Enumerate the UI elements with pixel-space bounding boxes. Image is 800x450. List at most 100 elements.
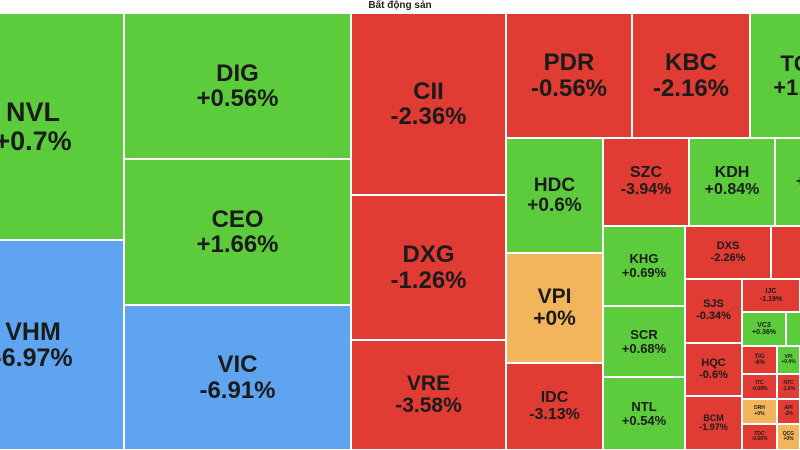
tile-ticker: KBC	[665, 49, 717, 77]
tile-ticker: QCG	[782, 430, 795, 437]
tile-ticker: TDC	[754, 430, 765, 437]
treemap-tile[interactable]: HQC -0.6%	[685, 343, 742, 396]
tile-ticker: PDR	[543, 49, 595, 77]
tile-change: +0%	[754, 410, 765, 417]
treemap-tile[interactable]: SJS -0.34%	[685, 279, 742, 343]
tile-change: -0.6%	[699, 368, 728, 381]
treemap-tile[interactable]: VHM -6.97%	[0, 240, 124, 450]
treemap-tile[interactable]: SCR +0.68%	[603, 306, 685, 377]
tile-ticker: BCM	[703, 412, 724, 423]
tile-change: -3.58%	[395, 394, 462, 417]
tile-change: +0%	[783, 436, 794, 442]
tile-change: -2.16%	[652, 74, 730, 102]
treemap-tile[interactable]: CEO +1.66%	[124, 159, 351, 305]
treemap-tile[interactable]: KDH +0.84%	[689, 138, 775, 226]
treemap-tile[interactable]: HDC +0.6%	[506, 138, 603, 253]
treemap-tile[interactable]: VIC -6.91%	[124, 305, 351, 450]
tile-ticker: CII	[413, 77, 444, 105]
treemap-tile[interactable]: QCG +0%	[777, 424, 800, 450]
tile-change: -6.97%	[0, 344, 73, 372]
treemap-tile[interactable]	[771, 226, 800, 279]
tile-ticker: SZC	[630, 164, 662, 182]
treemap-tile[interactable]: TC+1.0	[750, 13, 800, 138]
treemap-tile[interactable]: NTC -1.6%	[777, 374, 800, 399]
treemap-tile[interactable]: DRH +0%	[742, 399, 777, 424]
treemap-tile[interactable]: DXG -1.26%	[351, 195, 506, 340]
tile-ticker: ITC	[755, 380, 764, 387]
chart-title: Bất động sản	[368, 0, 432, 11]
tile-change: -6.91%	[199, 376, 276, 404]
treemap-tile[interactable]: VPI +0.4%	[777, 346, 800, 374]
treemap-tile[interactable]: ITC -0.68%	[742, 374, 777, 399]
tile-change: +0.54%	[621, 412, 667, 428]
tile-ticker: DXS	[716, 239, 740, 252]
tile-ticker: CEO	[211, 205, 264, 233]
treemap-tile[interactable]: IJC -1.19%	[742, 279, 800, 312]
tile-change: -6%	[754, 360, 765, 366]
treemap-tile[interactable]: BCM -1.97%	[685, 396, 742, 450]
tile-ticker: API	[784, 405, 793, 412]
tile-change: -3.94%	[620, 181, 672, 198]
tile-ticker: DIG	[216, 59, 259, 87]
tile-change: -3.13%	[529, 405, 580, 423]
tile-ticker: KDH	[714, 164, 750, 182]
tile-ticker: VC3	[757, 321, 771, 329]
tile-ticker: VHM	[5, 317, 61, 346]
tile-change: +0%	[533, 307, 576, 330]
tile-change: -0.34%	[696, 310, 731, 322]
tile-ticker: VRE	[406, 371, 451, 395]
tile-ticker: KHG	[629, 251, 659, 267]
tile-change: +0.6%	[527, 194, 582, 216]
tile-ticker: HDC	[533, 174, 576, 196]
tile-change: +0.56%	[196, 85, 279, 112]
tile-change: -1.19%	[759, 295, 783, 303]
tile-ticker: NTC	[783, 380, 794, 387]
tile-change: -0.68%	[751, 385, 768, 392]
tile-change: +0.7%	[0, 125, 72, 156]
tile-change: -0.66%	[751, 436, 768, 442]
treemap-tile[interactable]: VC3 +0.36%	[742, 312, 786, 346]
tile-ticker: DXG	[402, 241, 455, 269]
tile-ticker: VPI	[537, 284, 572, 308]
tile-change: +0.36%	[752, 329, 776, 336]
treemap-tile[interactable]: KHG +0.69%	[603, 226, 685, 306]
treemap-tile[interactable]: VRE -3.58%	[351, 340, 506, 450]
tile-ticker: IJC	[765, 288, 777, 296]
treemap-tile[interactable]: TDC -0.66%	[742, 424, 777, 450]
treemap-tile[interactable]: VPI +0%	[506, 253, 603, 363]
tile-change: -1.97%	[699, 422, 728, 432]
tile-ticker: SCR	[630, 326, 658, 342]
tile-change: -0.56%	[530, 74, 608, 102]
tile-change: +0.69%	[621, 265, 667, 280]
tile-ticker: VPI	[784, 353, 793, 360]
tile-ticker: HQC	[701, 356, 726, 369]
treemap-tile[interactable]: NVL +0.7%	[0, 13, 124, 240]
treemap-tile[interactable]: IDC -3.13%	[506, 363, 603, 450]
treemap-tile[interactable]: API -2%	[777, 399, 800, 424]
treemap-tile[interactable]: TIG -6%	[742, 346, 777, 374]
treemap-tile[interactable]: PDR -0.56%	[506, 13, 632, 138]
treemap-tile[interactable]: +0	[775, 138, 800, 226]
tile-ticker: NTL	[631, 398, 657, 414]
treemap-tile[interactable]: NTL +0.54%	[603, 377, 685, 450]
tile-change: +0.84%	[704, 181, 760, 198]
tile-ticker: TC	[780, 51, 800, 77]
treemap-tile[interactable]	[786, 312, 800, 346]
treemap-tile[interactable]: KBC -2.16%	[632, 13, 750, 138]
tile-change: +1.0	[773, 74, 800, 100]
tile-ticker: DRH	[754, 405, 765, 412]
tile-change: -2.36%	[390, 103, 467, 130]
treemap-tile[interactable]: CII -2.36%	[351, 13, 506, 195]
tile-ticker: IDC	[540, 388, 569, 406]
treemap-tile[interactable]: DXS -2.26%	[685, 226, 771, 279]
treemap-tile[interactable]: SZC -3.94%	[603, 138, 689, 226]
tile-change: +0	[796, 173, 800, 191]
tile-ticker: TIG	[754, 353, 765, 360]
tile-change: -2.26%	[710, 251, 746, 264]
tile-ticker: SJS	[703, 298, 724, 311]
tile-ticker: VIC	[217, 351, 258, 379]
tile-change: +0.4%	[781, 359, 796, 365]
tile-change: -2%	[784, 410, 793, 417]
treemap-tile[interactable]: DIG +0.56%	[124, 13, 351, 159]
